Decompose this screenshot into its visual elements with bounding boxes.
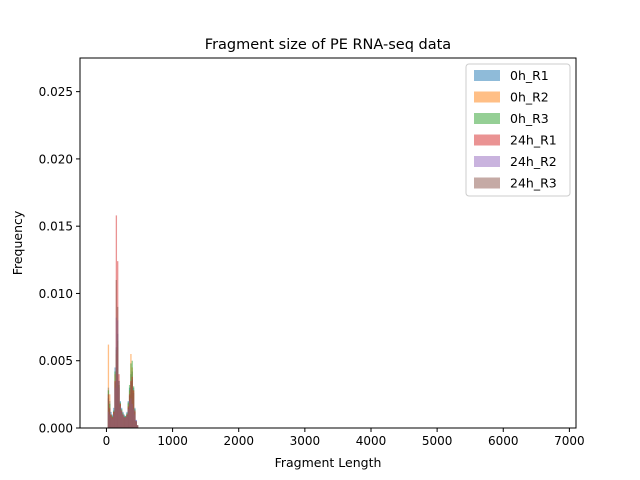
x-tick-label: 3000	[290, 434, 321, 448]
bar-24h_R3-11	[122, 414, 124, 428]
legend-swatch-0h_R2	[474, 91, 500, 103]
bar-24h_R3-19	[132, 393, 135, 428]
bar-24h_R3-12	[123, 417, 125, 428]
x-axis-label: Fragment Length	[275, 455, 382, 470]
legend-swatch-0h_R3	[474, 113, 500, 124]
bar-24h_R3-18	[131, 379, 133, 428]
x-tick-label: 4000	[356, 434, 387, 448]
bar-24h_R3-9	[119, 405, 121, 428]
legend-swatch-24h_R2	[474, 156, 500, 167]
bar-24h_R3-10	[121, 411, 123, 428]
histogram-bars	[107, 215, 139, 428]
x-tick-label: 2000	[223, 434, 254, 448]
bar-24h_R3-2	[110, 415, 112, 428]
y-tick-label: 0.015	[39, 220, 73, 234]
y-tick-label: 0.000	[39, 422, 73, 436]
bar-24h_R3-7	[117, 306, 119, 428]
legend-label-0h_R2: 0h_R2	[510, 90, 549, 105]
bar-24h_R3-16	[128, 395, 131, 428]
x-tick-label: 1000	[157, 434, 188, 448]
legend: 0h_R1 0h_R2 0h_R3 24h_R1 24h_R2 24h_R3	[465, 63, 571, 197]
x-tick-label: 5000	[422, 434, 453, 448]
bar-24h_R3-1	[109, 409, 111, 428]
y-axis-ticks: 0.000 0.005 0.010 0.015 0.020 0.025	[39, 85, 80, 436]
bar-24h_R3-14	[126, 414, 128, 428]
y-tick-label: 0.020	[39, 152, 73, 166]
bar-24h_R3-8	[118, 380, 120, 428]
y-tick-label: 0.005	[39, 354, 73, 368]
bar-24h_R3-21	[135, 421, 137, 428]
legend-swatch-24h_R1	[474, 134, 500, 146]
y-axis-label: Frequency	[10, 210, 25, 275]
legend-label-24h_R3: 24h_R3	[510, 176, 557, 191]
legend-label-24h_R1: 24h_R1	[510, 133, 557, 148]
y-tick-label: 0.025	[39, 85, 73, 99]
legend-label-0h_R1: 0h_R1	[510, 68, 549, 83]
bar-24h_R3-6	[115, 280, 118, 428]
bar-24h_R3-0	[107, 398, 110, 428]
x-tick-label: 0	[103, 434, 111, 448]
y-tick-label: 0.010	[39, 287, 73, 301]
x-tick-label: 6000	[488, 434, 519, 448]
bar-24h_R3-20	[134, 411, 136, 428]
bar-24h_R3-5	[114, 382, 116, 428]
legend-swatch-0h_R1	[474, 70, 500, 81]
legend-swatch-24h_R3	[474, 177, 500, 189]
legend-label-24h_R2: 24h_R2	[510, 154, 557, 169]
chart-title: Fragment size of PE RNA-seq data	[205, 37, 451, 53]
x-axis-ticks: 0 1000 2000 3000 4000 5000 6000 7000	[103, 428, 585, 448]
bar-24h_R3-17	[130, 382, 132, 428]
plot-frame	[79, 57, 577, 429]
legend-label-0h_R3: 0h_R3	[510, 111, 549, 126]
x-tick-label: 7000	[554, 434, 585, 448]
bar-24h_R3-3	[111, 417, 114, 428]
bar-0h_R2-0	[107, 344, 110, 428]
bar-24h_R3-4	[113, 411, 115, 428]
bar-24h_R3-15	[127, 407, 129, 428]
bar-24h_R3-13	[124, 417, 127, 428]
bar-24h_R3-22	[136, 425, 139, 428]
